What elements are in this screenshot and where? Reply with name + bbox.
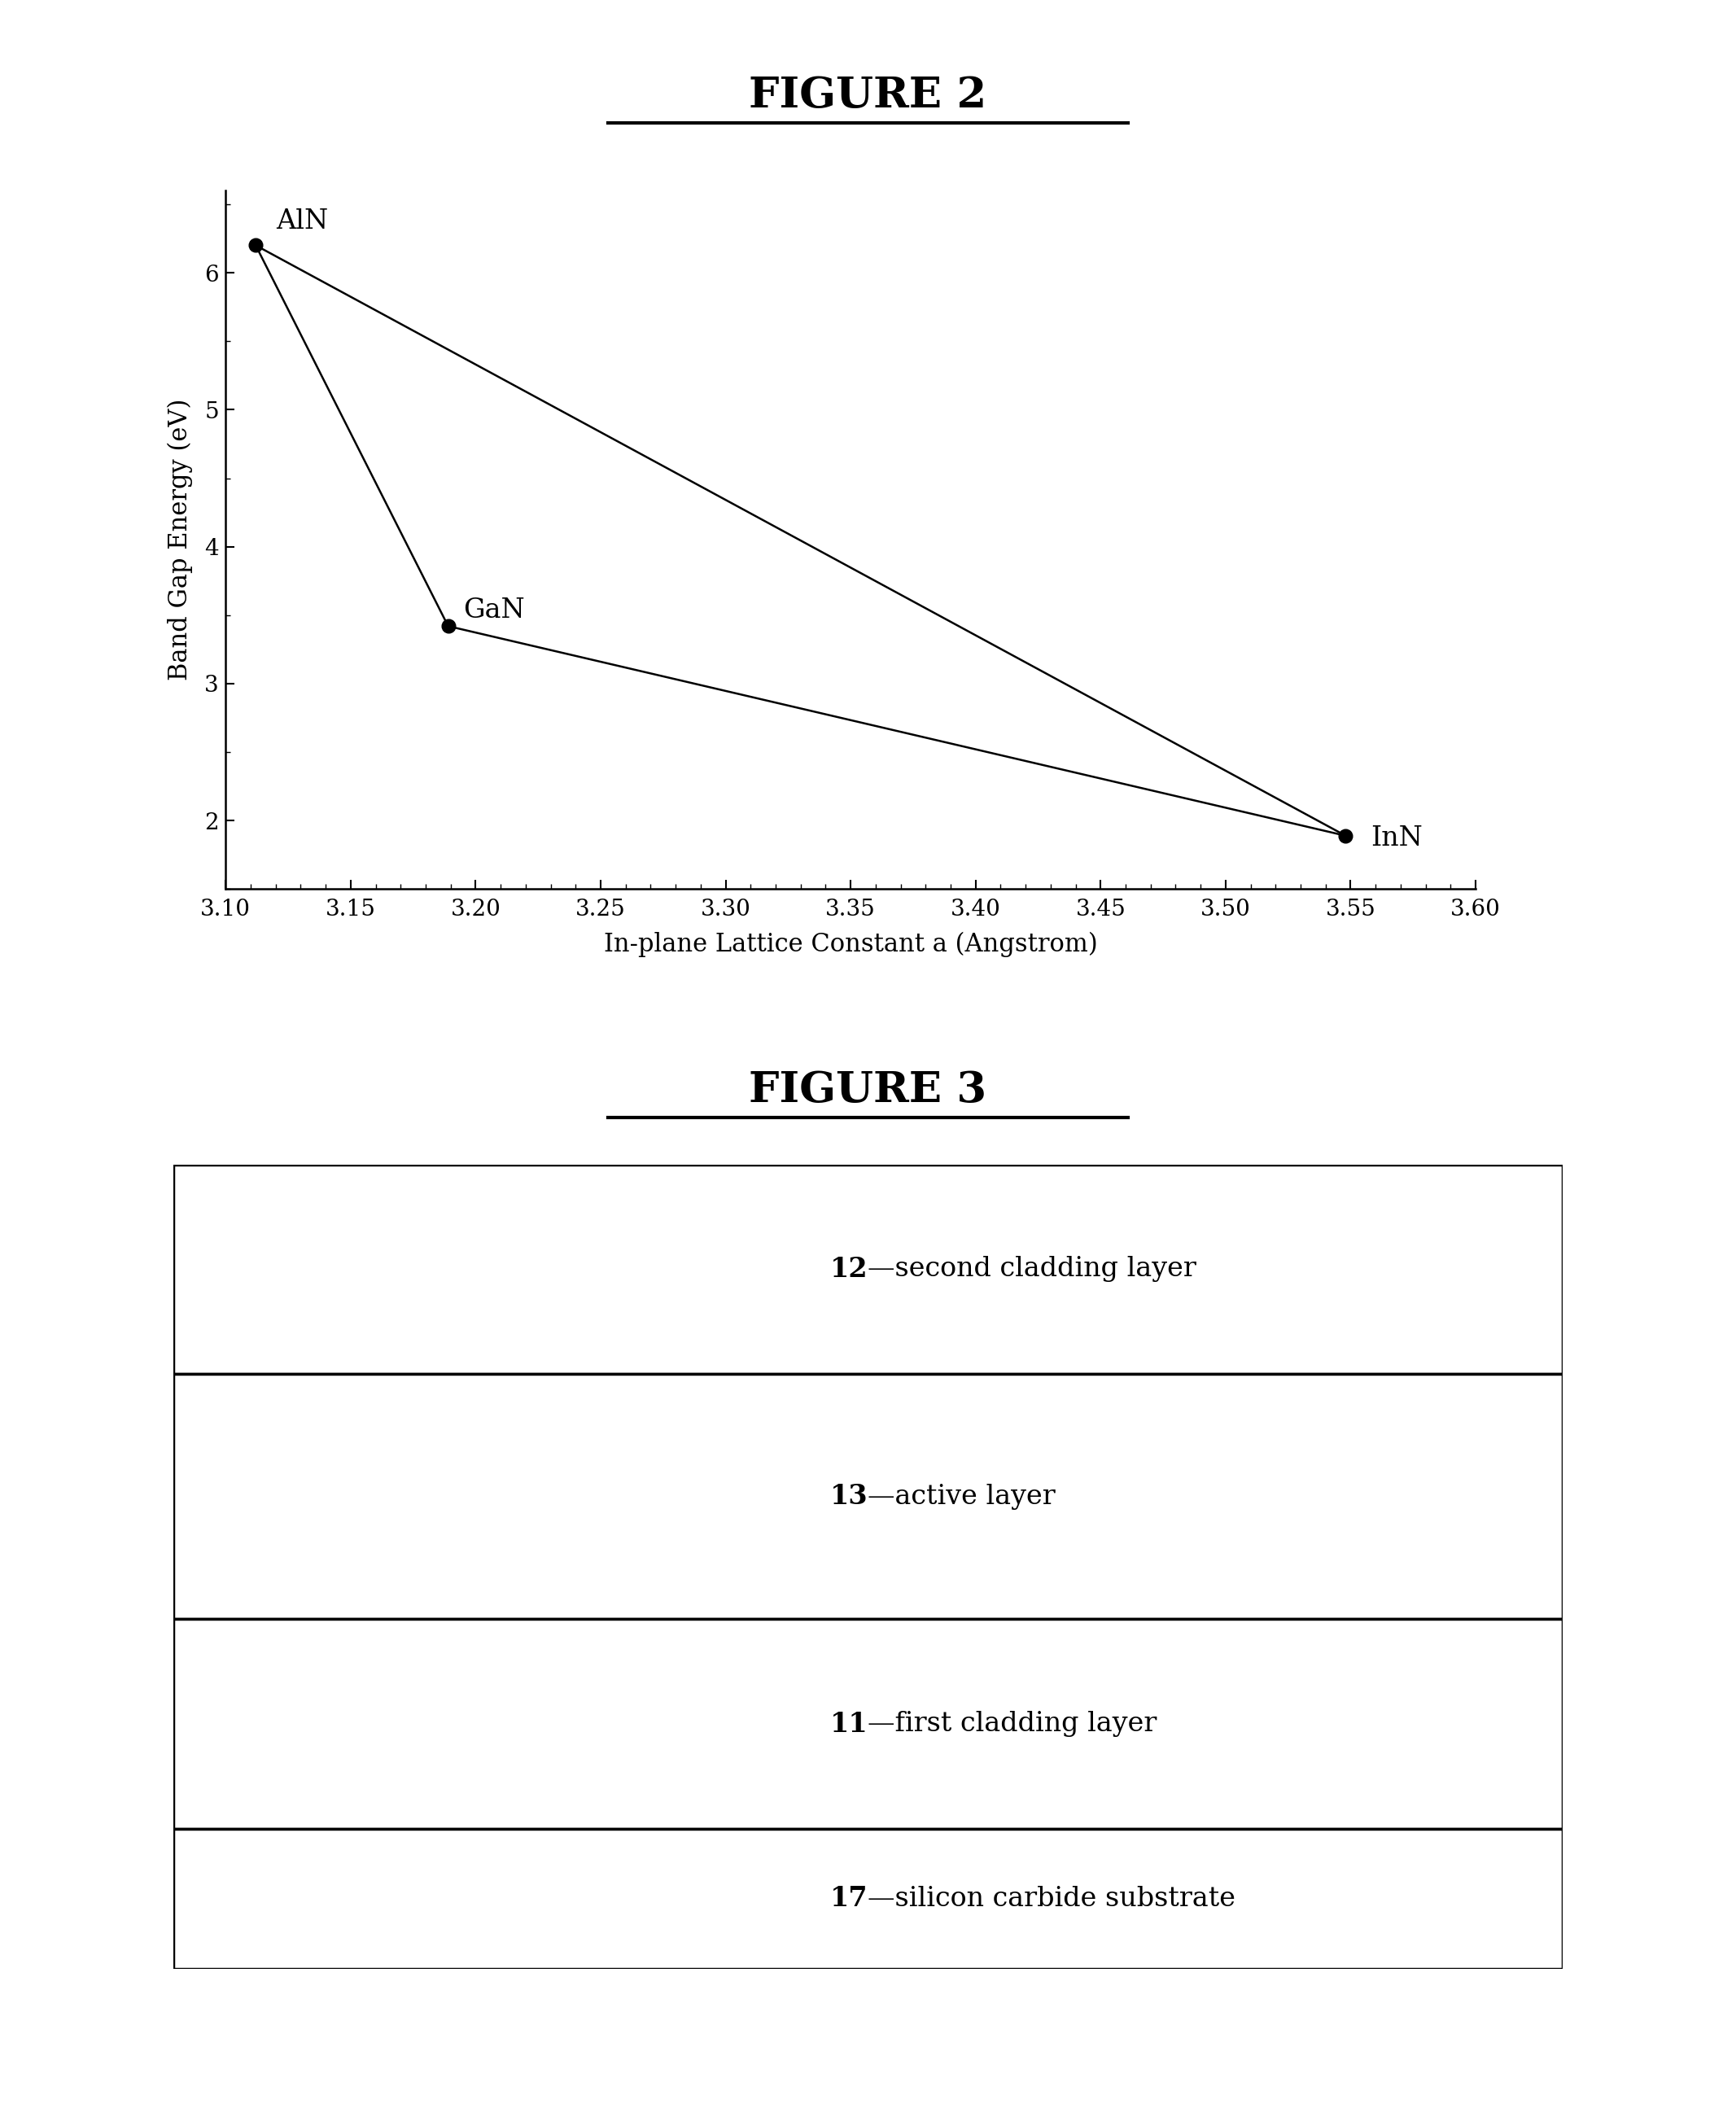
Bar <box>174 1829 1562 1969</box>
X-axis label: In-plane Lattice Constant a (Angstrom): In-plane Lattice Constant a (Angstrom) <box>604 931 1097 957</box>
Text: InN: InN <box>1371 826 1422 851</box>
Bar <box>174 1164 1562 1374</box>
Bar <box>174 1620 1562 1829</box>
Text: 12: 12 <box>830 1255 868 1283</box>
Text: 17: 17 <box>830 1886 868 1912</box>
Text: —active layer: —active layer <box>868 1484 1055 1509</box>
Text: —silicon carbide substrate: —silicon carbide substrate <box>868 1886 1236 1912</box>
Text: FIGURE 3: FIGURE 3 <box>750 1069 986 1111</box>
Text: 11: 11 <box>830 1711 868 1738</box>
Text: GaN: GaN <box>464 597 524 622</box>
Y-axis label: Band Gap Energy (eV): Band Gap Energy (eV) <box>168 398 193 682</box>
Text: 13: 13 <box>830 1484 868 1509</box>
Text: AlN: AlN <box>276 207 328 235</box>
Text: —first cladding layer: —first cladding layer <box>868 1711 1158 1736</box>
Text: FIGURE 2: FIGURE 2 <box>748 74 988 116</box>
Text: —second cladding layer: —second cladding layer <box>868 1255 1196 1283</box>
Bar <box>174 1374 1562 1620</box>
